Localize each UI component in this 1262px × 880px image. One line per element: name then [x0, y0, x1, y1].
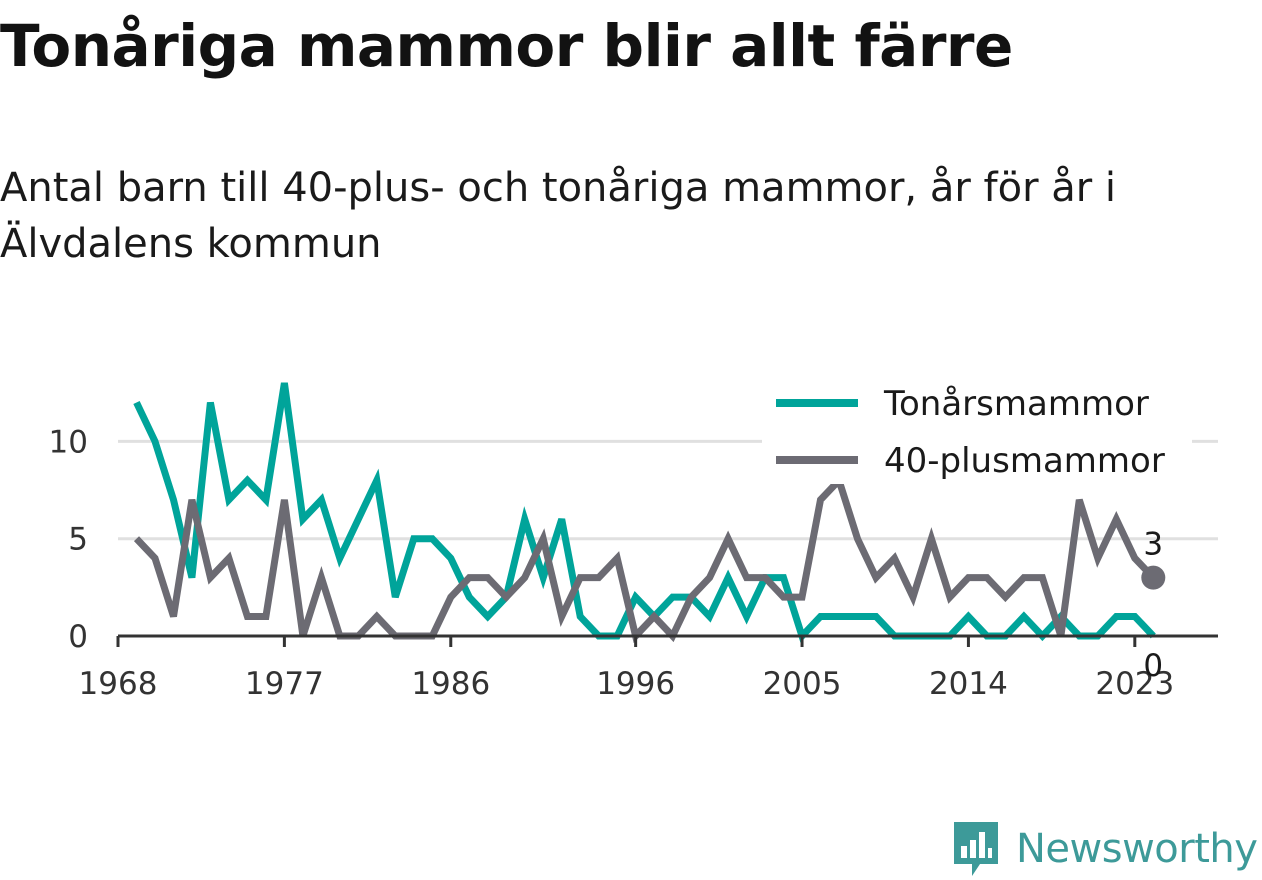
x-tick-label: 2005 [763, 666, 842, 702]
series-line-40-plusmammor [133, 473, 1156, 644]
y-axis-ticks: 0 5 10 [49, 424, 88, 655]
x-tick-label: 1977 [245, 666, 324, 702]
x-tick-label: 2023 [1095, 666, 1174, 702]
series-end-label: 0 [1143, 648, 1163, 684]
x-axis-ticks: 1968 1977 1986 1996 2005 2014 2023 [79, 636, 1174, 702]
series-end-point [1141, 565, 1166, 590]
legend: Tonårsmammor 40-plusmammor [762, 374, 1192, 484]
newsworthy-logo-icon [954, 822, 998, 876]
end-labels: 03 [1141, 527, 1166, 684]
series-end-label: 3 [1143, 527, 1163, 563]
chart-title: Tonåriga mammor blir allt färre [0, 12, 1013, 80]
x-tick-label: 2014 [929, 666, 1008, 702]
series-line-tonarsmammor [133, 382, 1156, 643]
brand-name: Newsworthy [1016, 826, 1258, 872]
series-lines [133, 382, 1156, 644]
legend-label: Tonårsmammor [883, 384, 1149, 424]
brand-logo: Newsworthy [950, 818, 1258, 880]
legend-label: 40-plusmammor [884, 441, 1165, 481]
legend-background [762, 374, 1192, 484]
y-tick-label: 0 [68, 619, 88, 655]
x-tick-label: 1986 [411, 666, 490, 702]
x-tick-label: 1996 [596, 666, 675, 702]
y-tick-label: 10 [49, 424, 88, 460]
x-tick-label: 1968 [79, 666, 158, 702]
chart-subtitle: Antal barn till 40-plus- och tonåriga ma… [0, 165, 1117, 267]
y-tick-label: 5 [68, 522, 88, 558]
